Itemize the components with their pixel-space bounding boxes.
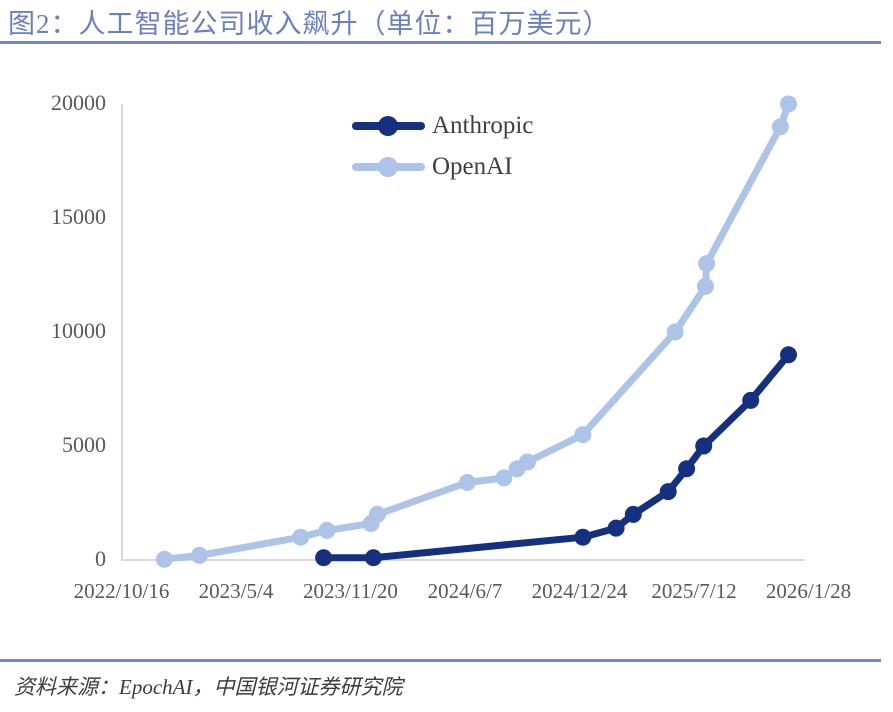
legend-label: OpenAI <box>432 153 513 180</box>
figure-title: 图2：人工智能公司收入飙升（单位：百万美元） <box>8 9 611 39</box>
openai-data-point <box>780 95 797 113</box>
anthropic-data-point <box>678 460 696 478</box>
openai-data-point <box>318 521 336 539</box>
x-tick-label: 2024/12/24 <box>531 579 628 603</box>
x-tick-label: 2024/6/7 <box>427 579 503 603</box>
y-tick-label: 20000 <box>51 90 106 115</box>
chart-legend: Anthropic OpenAI <box>352 112 533 194</box>
openai-data-point <box>190 546 208 564</box>
footer-rule <box>0 659 881 662</box>
openai-data-point <box>458 474 476 491</box>
anthropic-line <box>320 351 792 562</box>
source-note: 资料来源：EpochAI，中国银河证券研究院 <box>14 675 403 699</box>
openai-data-point <box>771 118 789 136</box>
openai-data-point <box>495 469 513 487</box>
y-tick-label: 0 <box>95 546 106 571</box>
x-tick-label: 2023/5/4 <box>198 579 274 603</box>
openai-data-point <box>698 255 716 273</box>
legend-label: Anthropic <box>432 112 534 139</box>
openai-data-point <box>574 426 592 444</box>
legend-item-openai: OpenAI <box>352 153 533 181</box>
anthropic-data-point <box>659 483 677 501</box>
anthropic-data-point <box>624 505 642 523</box>
x-tick-label: 2022/10/16 <box>73 579 170 603</box>
openai-data-point <box>292 528 310 546</box>
y-tick-label: 10000 <box>51 318 106 343</box>
title-rule <box>0 41 881 44</box>
openai-data-point <box>368 505 386 523</box>
anthropic-data-point <box>780 346 797 364</box>
anthropic-data-point <box>315 549 333 567</box>
anthropic-data-point <box>364 549 382 567</box>
x-tick-label: 2023/11/20 <box>303 579 398 603</box>
legend-line-marker-icon <box>352 114 425 138</box>
y-tick-label: 5000 <box>62 432 106 457</box>
anthropic-data-point <box>574 528 592 546</box>
openai-data-point <box>697 277 714 295</box>
legend-line-marker-icon <box>352 155 425 179</box>
anthropic-data-point <box>695 437 713 455</box>
openai-data-point <box>518 453 536 471</box>
openai-data-point <box>155 550 173 568</box>
y-tick-label: 15000 <box>51 204 106 229</box>
anthropic-data-point <box>607 519 625 537</box>
anthropic-data-point <box>742 391 760 409</box>
x-tick-label: 2025/7/12 <box>651 579 737 603</box>
openai-data-point <box>666 323 684 341</box>
legend-item-anthropic: Anthropic <box>352 112 533 140</box>
x-tick-label: 2026/1/28 <box>765 579 852 603</box>
